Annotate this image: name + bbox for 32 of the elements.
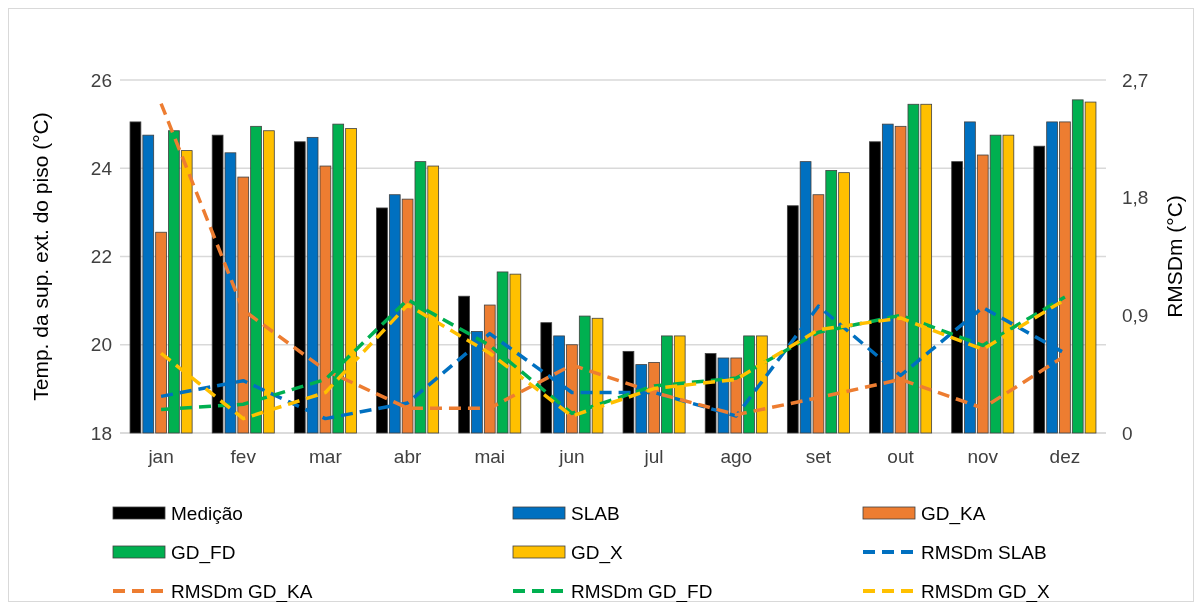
y-tick-label: 24 — [90, 157, 113, 179]
y-tick-label: 18 — [90, 422, 112, 444]
x-tick-label: nov — [967, 446, 999, 467]
legend-label: RMSDm GD_KA — [171, 580, 313, 603]
x-tick-label: jan — [147, 446, 174, 467]
x-tick-label: set — [805, 446, 832, 467]
x-tick-label: mar — [309, 446, 343, 467]
y2-tick-label: 1,8 — [1122, 187, 1149, 209]
y-tick-label: 22 — [90, 246, 112, 268]
legend-label: RMSDm GD_X — [921, 580, 1051, 603]
x-tick-label: out — [887, 446, 915, 467]
y2-tick-label: 0 — [1122, 422, 1133, 444]
legend-label: SLAB — [571, 502, 620, 524]
x-tick-label: jul — [643, 446, 664, 467]
x-tick-label: mai — [474, 446, 506, 467]
legend-label: RMSDm GD_FD — [571, 580, 713, 603]
x-tick-label: dez — [1049, 446, 1081, 467]
legend-label: GD_X — [571, 541, 624, 564]
x-tick-label: abr — [393, 446, 422, 467]
x-tick-label: jun — [558, 446, 585, 467]
x-tick-label: fev — [230, 446, 257, 467]
legend-label: GD_KA — [921, 502, 986, 525]
legend-label: GD_FD — [171, 541, 236, 564]
legend-label: RMSDm SLAB — [921, 541, 1047, 563]
y-tick-label: 20 — [90, 334, 112, 356]
y2-tick-label: 0,9 — [1122, 304, 1149, 326]
y-tick-label: 26 — [90, 69, 112, 91]
x-tick-label: ago — [720, 446, 753, 467]
legend-label: Medição — [171, 502, 243, 524]
y-axis-title: Temp. da sup. ext. do piso (°C) — [29, 112, 52, 401]
y2-tick-label: 2,7 — [1122, 69, 1149, 91]
y2-axis-title: RMSDm (°C) — [1163, 195, 1186, 318]
